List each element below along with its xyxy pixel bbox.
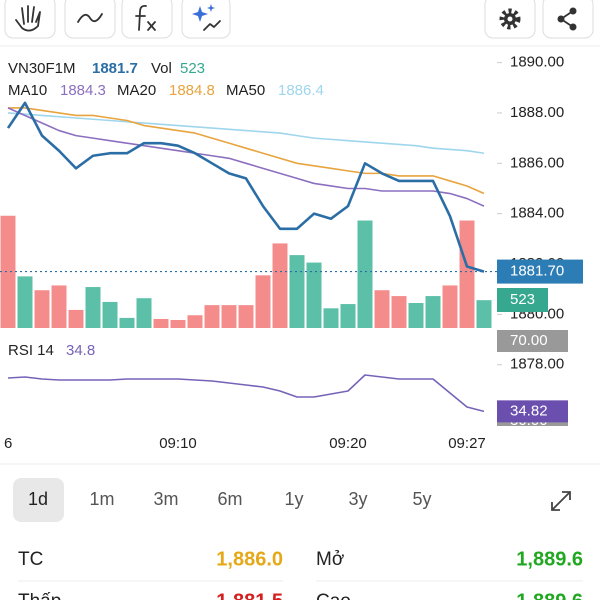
y-tick-label: 1878.00 [510,356,564,373]
volume-value: 523 [180,60,205,77]
rsi-value: 34.8 [66,342,95,359]
x-tick-label: 09:20 [329,435,367,452]
fx-icon [135,4,156,31]
volume-badge [497,288,548,312]
rsi-badge [497,400,568,423]
hand-icon [15,5,41,32]
volume-bar [476,300,492,328]
volume-bar [85,287,101,328]
trend-icon [203,20,221,31]
volume-bar [102,301,118,328]
share-dot [569,7,577,15]
ma-name: MA20 [117,82,156,99]
volume-bar [136,298,152,328]
period-button[interactable]: 3m [153,489,178,509]
share-dot [557,15,565,23]
x-tick-label: 09:10 [159,435,197,452]
stat-label: TC [18,549,43,570]
ma-name: MA10 [8,82,47,99]
volume-bar [306,262,322,328]
formula-button[interactable] [121,0,173,39]
volume-bar [17,276,33,328]
stat-value: 1,889.6 [516,548,583,570]
volume-bar [374,290,390,328]
ma-name: MA50 [226,82,265,99]
price-badge-label: 1881.70 [510,263,564,280]
x-tick-label: 6 [4,435,12,452]
volume-bar [340,304,356,328]
y-tick-label: 1886.00 [510,154,564,171]
gear-hole [507,16,513,22]
volume-title: Vol [151,60,172,77]
stat-value: 1,881.5 [216,590,283,600]
volume-bar [357,220,373,328]
volume-bar [442,285,458,328]
y-tick-label: 1888.00 [510,104,564,121]
volume-bar [255,275,271,328]
volume-bar [0,215,16,328]
rsi-tick-label: 70.00 [510,332,548,349]
hand-button[interactable] [4,0,56,39]
toolbar [4,0,594,39]
volume-bar [459,220,475,328]
volume-bar [408,302,424,328]
ma-line [8,107,485,195]
chart-bottom-mask [0,426,600,462]
y-tick-label: 1884.00 [510,205,564,222]
volume-bar [119,317,135,328]
volume-bar [68,309,84,328]
volume-bar [204,305,220,328]
sparkle-icon [192,4,215,22]
volume-bar [170,320,186,328]
gear-icon [499,8,521,30]
stat-label: Cao [316,591,351,600]
ma-line [7,107,485,207]
volume-bar [51,285,67,328]
volume-bar [238,305,254,328]
volume-bar [425,296,441,328]
rsi-tick-badge [497,330,568,352]
expand-icon[interactable] [551,491,571,511]
period-button[interactable]: 1y [284,489,303,509]
ai-button[interactable] [181,0,231,39]
period-button[interactable]: 3y [348,489,367,509]
stat-label: Mở [316,549,344,570]
stat-value: 1,889.6 [516,590,583,600]
share-dot [569,23,577,31]
volume-bar [289,255,305,328]
wave-icon [77,13,103,23]
period-button[interactable]: 1m [89,489,114,509]
stat-label: Thấp [18,591,61,600]
volume-badge-label: 523 [510,291,535,308]
period-selected [13,478,64,522]
price-badge [497,259,583,284]
ma-value: 1884.3 [60,82,106,99]
stat-value: 1,886.0 [216,548,283,570]
period-button[interactable]: 1d [28,489,48,509]
rsi-title: RSI 14 [8,342,54,359]
rsi-line [7,374,485,413]
rsi-badge-label: 34.82 [510,402,548,419]
volume-bar [34,290,50,328]
volume-bar [272,243,288,328]
period-button[interactable]: 5y [412,489,431,509]
volume-bar [187,315,203,328]
y-tick-label: 1890.00 [510,54,564,71]
volume-bar [391,296,407,328]
share-button[interactable] [542,0,594,39]
period-button[interactable]: 6m [217,489,242,509]
x-tick-label: 09:27 [448,435,486,452]
ma-value: 1886.4 [278,82,324,99]
last-price: 1881.7 [92,60,138,77]
ma-line [7,112,485,155]
volume-bar [221,305,237,328]
price-line [6,101,485,273]
volume-bar [153,318,169,328]
volume-bar [323,308,339,328]
ma-value: 1884.8 [169,82,215,99]
symbol: VN30F1M [8,60,76,77]
